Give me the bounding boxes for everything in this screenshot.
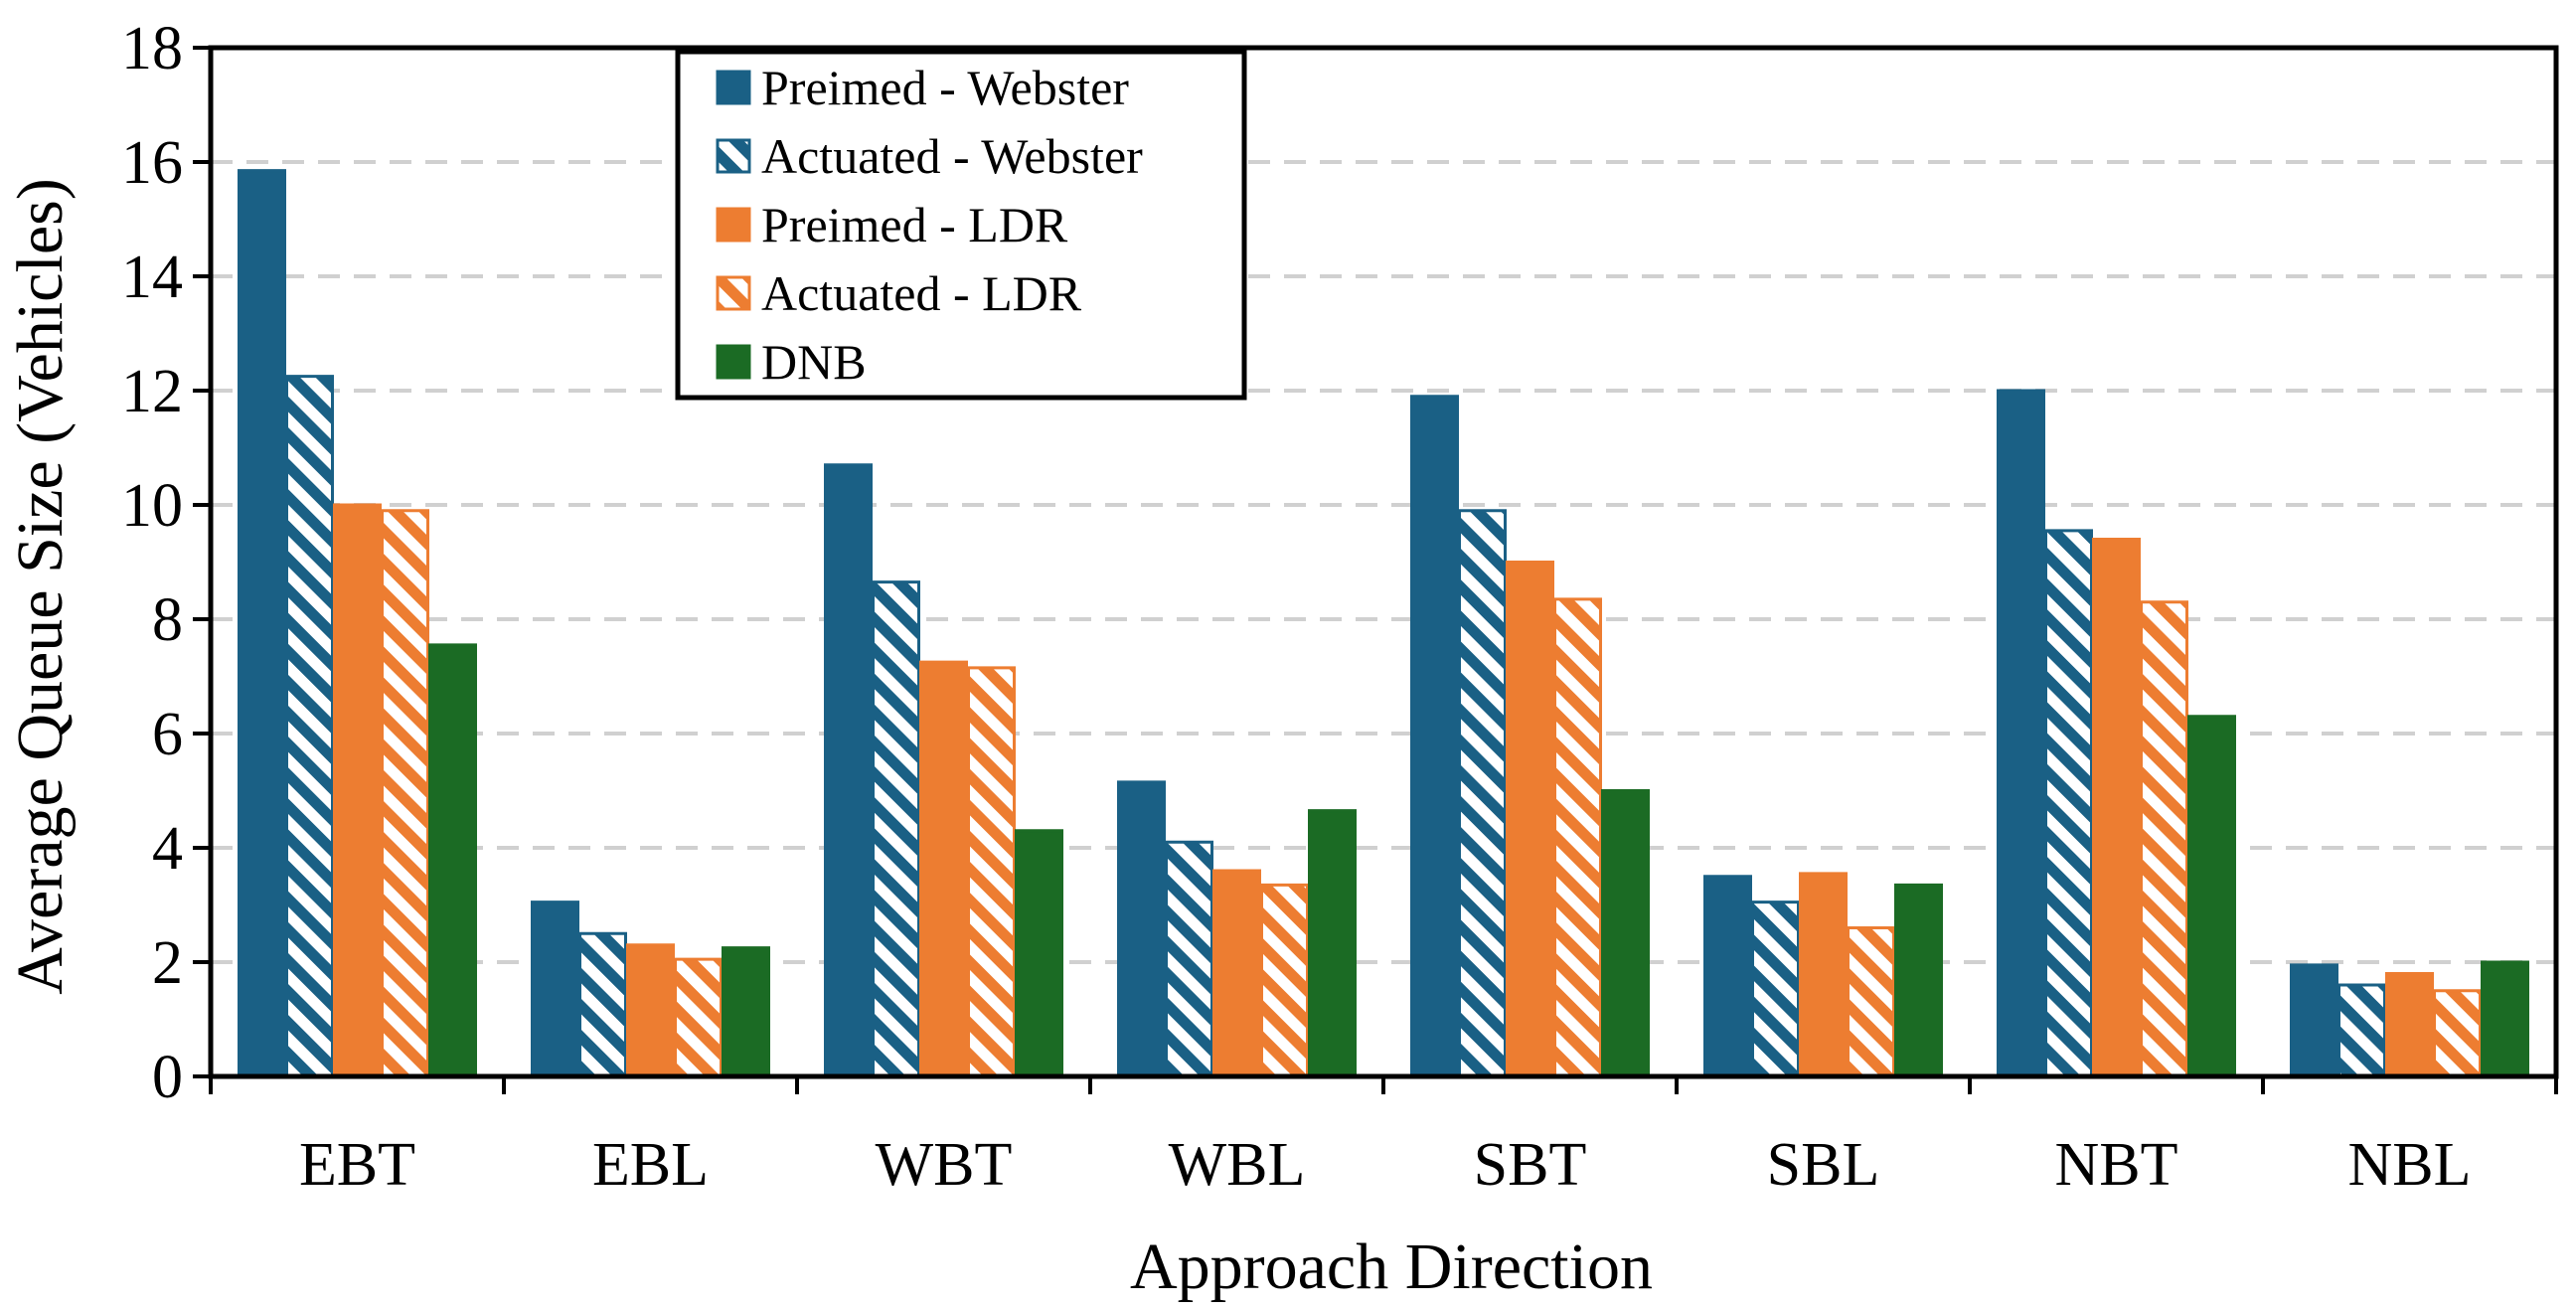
y-tick-label-10: 10 (121, 472, 183, 540)
legend-swatch-dnb (716, 344, 751, 380)
legend-swatch-actuated-ldr (716, 275, 751, 311)
bar-ebl-actuated-ldr (674, 957, 723, 1078)
bar-nbt-preimed-ldr (2092, 538, 2141, 1078)
bar-sbt-actuated-webster (1458, 509, 1507, 1078)
bar-wbt-actuated-ldr (967, 666, 1016, 1078)
legend-label-dnb: DNB (761, 334, 867, 390)
bar-ebt-preimed-webster (238, 169, 286, 1078)
bar-wbt-actuated-webster (872, 580, 920, 1078)
x-tick-label-sbt: SBT (1474, 1131, 1587, 1199)
y-tick-label-2: 2 (152, 929, 183, 997)
bar-sbt-preimed-webster (1410, 395, 1459, 1078)
bar-nbl-actuated-ldr (2433, 989, 2482, 1078)
y-tick-label-0: 0 (152, 1044, 183, 1111)
bar-nbl-preimed-ldr (2385, 972, 2434, 1078)
bar-sbl-preimed-webster (1703, 875, 1752, 1078)
x-tick-label-ebl: EBL (592, 1131, 709, 1199)
bar-sbt-dnb (1601, 789, 1650, 1078)
y-tick-label-18: 18 (121, 15, 183, 82)
bar-wbl-dnb (1308, 809, 1357, 1078)
legend-label-preimed-webster: Preimed - Webster (761, 60, 1129, 115)
legend-label-actuated-webster: Actuated - Webster (761, 128, 1143, 184)
bar-wbl-actuated-webster (1165, 840, 1213, 1078)
legend-label-preimed-ldr: Preimed - LDR (761, 197, 1068, 252)
legend: Preimed - Webster Actuated - Webster Preim… (675, 49, 1247, 401)
y-tick-label-14: 14 (121, 244, 183, 311)
bar-nbl-dnb (2481, 960, 2529, 1078)
bar-ebl-preimed-ldr (626, 943, 675, 1078)
legend-swatch-preimed-webster (716, 70, 751, 105)
legend-swatch-actuated-webster (716, 138, 751, 174)
legend-swatch-preimed-ldr (716, 207, 751, 243)
bars (238, 169, 2529, 1078)
bar-nbl-preimed-webster (2290, 963, 2338, 1078)
bar-sbt-preimed-ldr (1506, 561, 1554, 1078)
x-tick-label-ebt: EBT (299, 1131, 415, 1199)
x-axis-title: Approach Direction (1130, 1230, 1653, 1303)
bar-wbt-preimed-ldr (919, 660, 968, 1078)
bar-nbt-actuated-webster (2044, 529, 2093, 1078)
bar-sbl-dnb (1894, 883, 1943, 1078)
bar-ebt-actuated-ldr (381, 509, 429, 1078)
bar-wbt-preimed-webster (824, 463, 873, 1078)
bar-ebl-dnb (722, 946, 770, 1078)
bar-ebl-actuated-webster (578, 931, 627, 1078)
y-axis-title: Average Queue Size (Vehicles) (4, 178, 77, 995)
y-tick-label-4: 4 (152, 815, 183, 883)
bar-nbt-actuated-ldr (2140, 600, 2188, 1078)
bar-nbt-dnb (2187, 715, 2236, 1078)
bar-wbl-actuated-ldr (1260, 883, 1309, 1078)
y-tick-label-16: 16 (121, 129, 183, 197)
x-tick-label-nbt: NBT (2055, 1131, 2178, 1199)
bar-nbl-actuated-webster (2337, 983, 2386, 1078)
x-tick-label-wbt: WBT (876, 1131, 1013, 1199)
bar-sbl-actuated-webster (1751, 901, 1800, 1078)
bar-wbl-preimed-webster (1117, 780, 1166, 1078)
bar-sbl-preimed-ldr (1799, 872, 1848, 1078)
bar-wbl-preimed-ldr (1212, 869, 1261, 1078)
x-tick-label-sbl: SBL (1767, 1131, 1880, 1199)
x-tick-label-nbl: NBL (2348, 1131, 2472, 1199)
bar-ebt-preimed-ldr (333, 503, 382, 1078)
bar-ebt-dnb (428, 643, 477, 1078)
bar-sbt-actuated-ldr (1553, 597, 1602, 1078)
bar-wbt-dnb (1015, 829, 1063, 1078)
bar-sbl-actuated-ldr (1847, 926, 1895, 1078)
y-tick-label-12: 12 (121, 358, 183, 425)
y-tick-label-8: 8 (152, 586, 183, 654)
bar-nbt-preimed-webster (1997, 389, 2045, 1078)
legend-box (675, 49, 1247, 401)
bar-ebl-preimed-webster (531, 901, 579, 1078)
axes (193, 45, 2559, 1094)
legend-label-actuated-ldr: Actuated - LDR (761, 265, 1082, 321)
bar-ebt-actuated-webster (285, 375, 334, 1078)
x-tick-label-wbl: WBL (1169, 1131, 1306, 1199)
tick-labels: 0 2 4 6 8 10 12 14 16 18 EBT EBL WBT WBL SBT SBL NBT NBL (121, 15, 2472, 1199)
y-tick-label-6: 6 (152, 701, 183, 768)
